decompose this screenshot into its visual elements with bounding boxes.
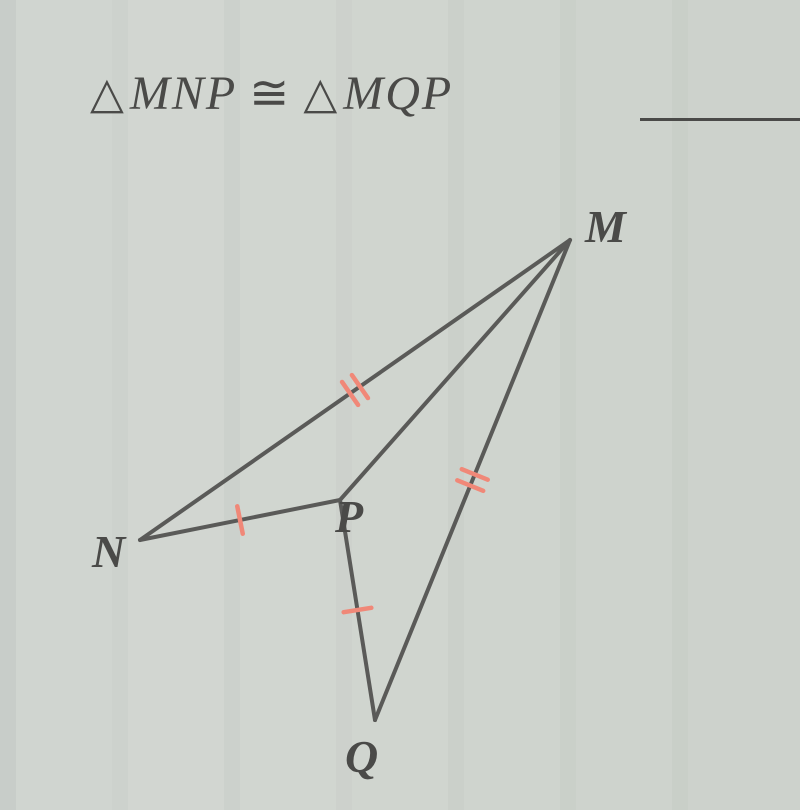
congruence-statement: △MNP ≅ △MQP	[90, 65, 453, 121]
vertex-label-M: M	[585, 200, 626, 253]
vertex-label-Q: Q	[345, 730, 378, 783]
vertex-label-P: P	[335, 490, 363, 543]
triangle-symbol-2: △	[303, 68, 339, 119]
triangle-diagram: M N P Q	[100, 190, 660, 770]
congruent-symbol: ≅	[249, 65, 291, 121]
triangle-2-name: MQP	[343, 66, 453, 121]
answer-blank-line	[640, 118, 800, 121]
diagram-svg	[100, 190, 660, 770]
vertex-label-N: N	[92, 525, 125, 578]
triangle-1-name: MNP	[130, 66, 237, 121]
triangle-symbol-1: △	[90, 68, 126, 119]
